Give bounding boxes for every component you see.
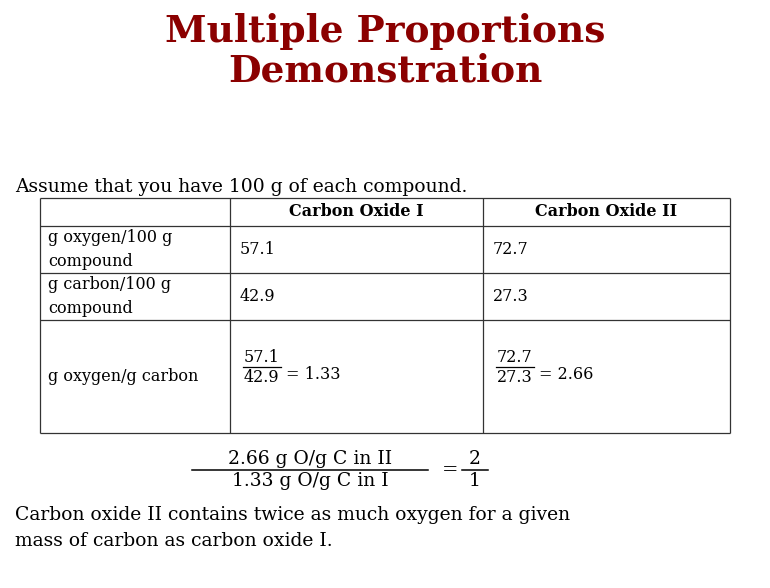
Text: = 2.66: = 2.66	[539, 366, 594, 383]
Text: 2: 2	[469, 450, 481, 468]
Text: 1.33 g O/g C in I: 1.33 g O/g C in I	[232, 472, 388, 490]
Text: Demonstration: Demonstration	[228, 53, 542, 90]
Text: 57.1: 57.1	[240, 241, 276, 258]
Text: Carbon Oxide I: Carbon Oxide I	[290, 203, 424, 220]
Text: =: =	[442, 461, 458, 479]
Text: Carbon oxide II contains twice as much oxygen for a given
mass of carbon as carb: Carbon oxide II contains twice as much o…	[15, 506, 570, 550]
Text: 72.7: 72.7	[497, 349, 533, 366]
Text: Multiple Proportions: Multiple Proportions	[165, 13, 605, 50]
Text: 42.9: 42.9	[240, 288, 276, 305]
Text: 27.3: 27.3	[493, 288, 529, 305]
Text: 27.3: 27.3	[497, 369, 533, 386]
Text: g carbon/100 g
compound: g carbon/100 g compound	[48, 276, 171, 317]
Text: 57.1: 57.1	[244, 349, 280, 366]
Text: = 1.33: = 1.33	[286, 366, 340, 383]
Text: 42.9: 42.9	[244, 369, 280, 386]
Text: 2.66 g O/g C in II: 2.66 g O/g C in II	[228, 450, 392, 468]
Text: 1: 1	[469, 472, 481, 490]
Text: g oxygen/g carbon: g oxygen/g carbon	[48, 368, 199, 385]
Text: Assume that you have 100 g of each compound.: Assume that you have 100 g of each compo…	[15, 178, 467, 196]
Text: 72.7: 72.7	[493, 241, 529, 258]
Text: g oxygen/100 g
compound: g oxygen/100 g compound	[48, 229, 172, 270]
Text: Carbon Oxide II: Carbon Oxide II	[535, 203, 678, 220]
